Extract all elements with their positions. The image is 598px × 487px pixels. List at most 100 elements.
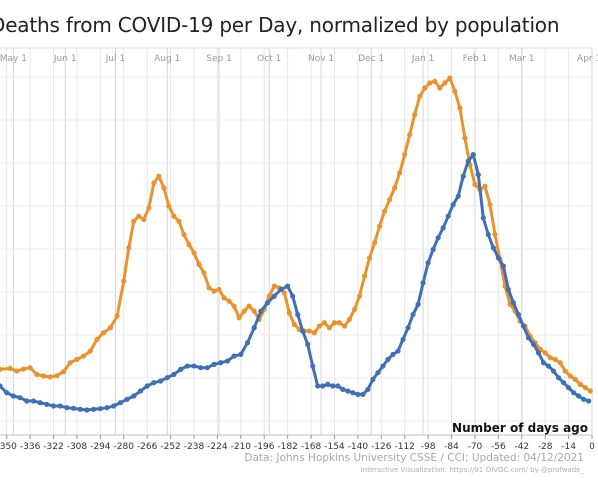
data-point (151, 380, 157, 386)
data-point (204, 365, 210, 371)
data-point (581, 396, 587, 402)
data-point (425, 260, 431, 266)
data-point (340, 386, 346, 392)
x-tick-label: -238 (184, 442, 205, 452)
data-point (586, 398, 592, 404)
data-point (420, 280, 426, 286)
data-point (341, 323, 348, 329)
data-point (567, 373, 573, 379)
data-point (178, 366, 184, 372)
date-tick-label: Nov 1 (308, 54, 334, 64)
data-point (360, 391, 366, 397)
data-point (320, 383, 326, 389)
data-point (415, 301, 421, 308)
data-point (505, 286, 511, 293)
date-tick-label: Oct 1 (257, 54, 281, 64)
data-point (430, 246, 436, 253)
data-point (285, 283, 291, 289)
data-point (236, 315, 242, 321)
data-point (520, 323, 527, 329)
data-point (231, 353, 237, 359)
data-point (91, 406, 97, 412)
data-point (54, 373, 60, 379)
data-point (231, 303, 237, 309)
date-tick-label: Feb 1 (463, 54, 488, 64)
data-point (545, 363, 552, 369)
data-point (470, 151, 476, 158)
data-point (20, 366, 27, 372)
data-point (345, 388, 351, 394)
data-point (34, 371, 40, 377)
data-point (241, 308, 247, 314)
date-tick-label: Sep 1 (206, 54, 232, 64)
data-point (67, 360, 73, 366)
data-point (264, 300, 271, 306)
data-point (326, 325, 333, 331)
data-point (465, 158, 471, 164)
data-point (281, 290, 287, 296)
data-point (251, 308, 257, 314)
data-point (490, 245, 496, 251)
data-point (571, 390, 577, 396)
data-point (37, 400, 43, 406)
data-point (0, 366, 3, 372)
data-point (455, 193, 461, 199)
date-tick-label: Apr 11 (577, 54, 598, 64)
data-point (315, 383, 321, 389)
data-point (560, 380, 567, 386)
x-tick-label: -28 (538, 442, 553, 452)
data-point (492, 231, 498, 238)
series-line-1 (0, 153, 591, 412)
data-point (311, 330, 317, 336)
data-point (171, 213, 177, 219)
data-point (495, 255, 501, 261)
data-point (510, 300, 517, 306)
data-point (440, 225, 446, 231)
data-point (366, 255, 373, 261)
data-point (437, 85, 443, 91)
data-point (198, 365, 204, 371)
data-point (377, 223, 383, 229)
data-point (432, 78, 438, 84)
x-axis-ticks: -350-336-322-308-294-280-266-252-238-224… (0, 435, 595, 452)
data-point (126, 245, 132, 251)
x-tick-label: -196 (254, 442, 275, 452)
data-point (146, 205, 152, 211)
data-point (131, 393, 137, 399)
x-tick-label: -224 (207, 442, 228, 452)
data-point (44, 401, 50, 407)
data-point (422, 85, 428, 91)
data-point (300, 328, 306, 334)
data-point (400, 336, 406, 343)
data-point (244, 340, 251, 346)
data-point (251, 325, 257, 331)
data-point (380, 363, 386, 369)
data-point (310, 363, 316, 369)
data-point (562, 368, 568, 374)
data-point (176, 218, 182, 224)
data-point (47, 374, 53, 380)
data-point (184, 363, 190, 369)
data-point (397, 170, 403, 176)
data-point (181, 231, 187, 238)
data-point (84, 407, 90, 413)
data-point (325, 381, 331, 387)
x-tick-label: -308 (67, 442, 88, 452)
data-point (124, 396, 130, 402)
x-tick-label: -350 (0, 442, 17, 452)
data-point (472, 181, 478, 188)
data-point (156, 173, 162, 179)
data-point (121, 278, 127, 284)
data-point (166, 203, 172, 209)
data-point (361, 273, 368, 279)
data-point (370, 376, 376, 382)
x-tick-label: -294 (90, 442, 111, 452)
data-point (201, 270, 207, 276)
data-point (355, 391, 361, 397)
data-point (114, 313, 120, 319)
data-point (552, 356, 558, 362)
data-point (316, 323, 323, 329)
data-point (412, 112, 418, 118)
x-tick-label: -182 (277, 442, 297, 452)
date-tick-label: Jun 1 (53, 54, 77, 64)
